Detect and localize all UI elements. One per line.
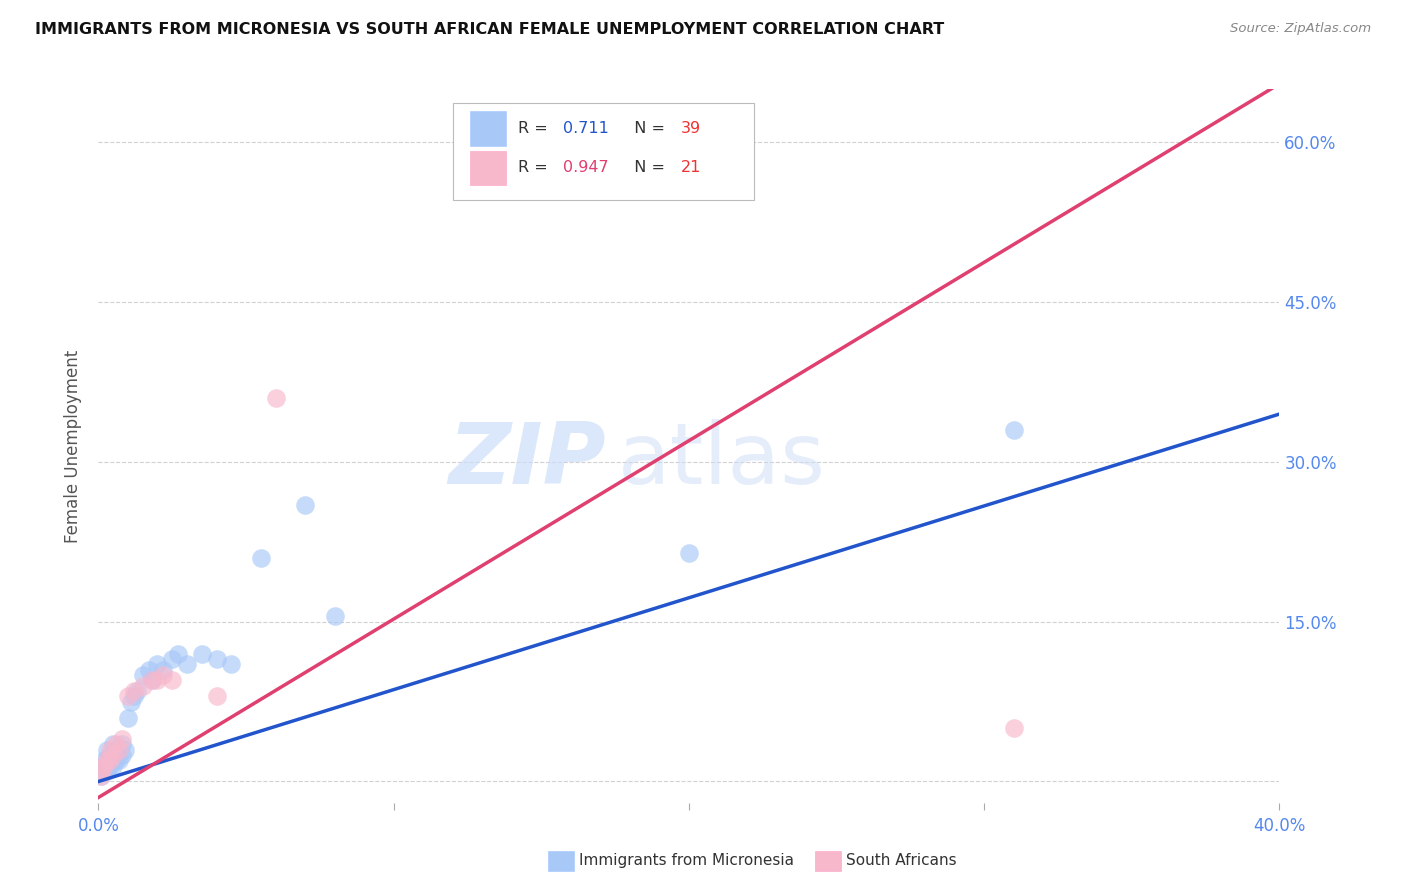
Point bbox=[152, 663, 174, 677]
Point bbox=[132, 668, 155, 682]
Y-axis label: Female Unemployment: Female Unemployment bbox=[65, 350, 83, 542]
Point bbox=[90, 769, 112, 783]
Point bbox=[93, 764, 115, 778]
Point bbox=[162, 673, 183, 688]
Point bbox=[96, 753, 118, 767]
Text: Source: ZipAtlas.com: Source: ZipAtlas.com bbox=[1230, 22, 1371, 36]
Point bbox=[114, 742, 136, 756]
Point bbox=[122, 684, 145, 698]
Text: Immigrants from Micronesia: Immigrants from Micronesia bbox=[579, 854, 794, 868]
Point bbox=[219, 657, 242, 672]
Bar bbox=[471, 112, 506, 145]
Point bbox=[111, 731, 134, 746]
Text: 0.947: 0.947 bbox=[562, 161, 609, 175]
Point bbox=[111, 737, 134, 751]
Point bbox=[141, 673, 163, 688]
Text: ZIP: ZIP bbox=[449, 418, 606, 502]
Point bbox=[108, 742, 131, 756]
Text: South Africans: South Africans bbox=[846, 854, 957, 868]
Text: atlas: atlas bbox=[619, 418, 827, 502]
Text: IMMIGRANTS FROM MICRONESIA VS SOUTH AFRICAN FEMALE UNEMPLOYMENT CORRELATION CHAR: IMMIGRANTS FROM MICRONESIA VS SOUTH AFRI… bbox=[35, 22, 945, 37]
Point bbox=[125, 684, 148, 698]
Bar bbox=[471, 151, 506, 185]
Point bbox=[105, 737, 128, 751]
Point bbox=[90, 762, 112, 776]
Point bbox=[167, 647, 190, 661]
Point bbox=[105, 753, 128, 767]
Point bbox=[117, 690, 139, 704]
Point bbox=[294, 498, 316, 512]
Point bbox=[108, 753, 131, 767]
Point bbox=[122, 690, 145, 704]
Point bbox=[132, 679, 155, 693]
Point bbox=[146, 673, 169, 688]
Point bbox=[120, 695, 142, 709]
Text: 0.711: 0.711 bbox=[562, 121, 609, 136]
Point bbox=[98, 747, 121, 762]
Point bbox=[678, 545, 700, 559]
Point bbox=[205, 652, 228, 666]
Text: 21: 21 bbox=[681, 161, 702, 175]
Point bbox=[108, 742, 131, 756]
Point bbox=[323, 609, 346, 624]
Point bbox=[1002, 721, 1025, 735]
Text: R =: R = bbox=[517, 121, 553, 136]
Point bbox=[138, 663, 160, 677]
Point bbox=[105, 742, 128, 756]
Point bbox=[117, 710, 139, 724]
Point bbox=[678, 178, 700, 192]
Point bbox=[98, 753, 121, 767]
Text: N =: N = bbox=[624, 161, 671, 175]
Point bbox=[264, 391, 287, 405]
Point bbox=[162, 652, 183, 666]
FancyBboxPatch shape bbox=[453, 103, 754, 200]
Point bbox=[96, 742, 118, 756]
Point bbox=[103, 758, 125, 772]
Point bbox=[98, 758, 121, 772]
Text: N =: N = bbox=[624, 121, 671, 136]
Point bbox=[103, 747, 125, 762]
Point bbox=[146, 657, 169, 672]
Point bbox=[176, 657, 198, 672]
Point bbox=[103, 747, 125, 762]
Text: R =: R = bbox=[517, 161, 553, 175]
Point bbox=[90, 769, 112, 783]
Point bbox=[141, 673, 163, 688]
Point bbox=[93, 753, 115, 767]
Point bbox=[205, 690, 228, 704]
Point bbox=[1002, 423, 1025, 437]
Point bbox=[111, 747, 134, 762]
Point bbox=[98, 742, 121, 756]
Point bbox=[152, 668, 174, 682]
Point bbox=[96, 764, 118, 778]
Point bbox=[103, 737, 125, 751]
Text: 39: 39 bbox=[681, 121, 700, 136]
Point bbox=[191, 647, 214, 661]
Point bbox=[96, 753, 118, 767]
Point bbox=[250, 550, 273, 565]
Point bbox=[90, 764, 112, 778]
Point bbox=[93, 758, 115, 772]
